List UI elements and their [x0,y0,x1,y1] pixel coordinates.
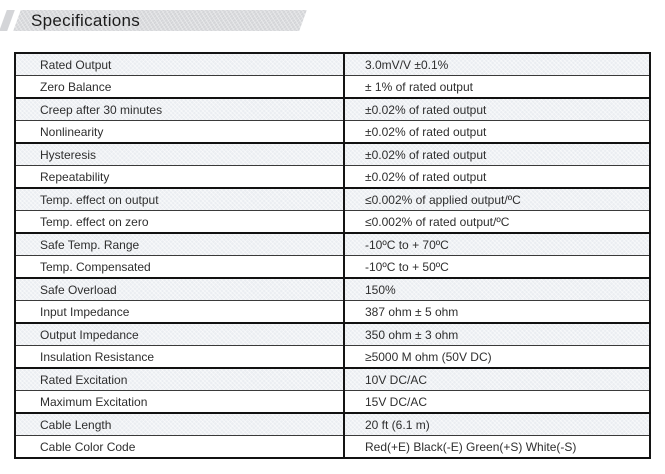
table-row: Cable Color Code Red(+E) Black(-E) Green… [15,435,650,458]
table-row: Rated Output 3.0mV/V ±0.1% [15,53,650,76]
spec-value-cell: ≥5000 M ohm (50V DC) [343,345,650,368]
table-row: Temp. effect on output ≤0.002% of applie… [15,188,650,211]
spec-label-cell: Rated Output [15,53,344,76]
banner-accent-sliver [0,10,15,31]
spec-label-cell: Cable Color Code [40,439,136,454]
spec-value-cell: ≤0.002% of applied output/ºC [343,188,650,211]
table-row: Rated Excitation 10V DC/AC [15,368,650,391]
table-row: Temp. Compensated -10ºC to + 50ºC [15,255,650,278]
table-row: Maximum Excitation 15V DC/AC [15,390,650,413]
spec-label-cell: Safe Overload [15,278,344,301]
spec-label-cell: Output Impedance [15,323,344,346]
spec-label-cell: Temp. effect on output [15,188,344,211]
spec-value-cell: 387 ohm ± 5 ohm [343,300,650,323]
spec-value-cell: 10V DC/AC [343,368,650,391]
spec-label-cell: Cable Length [15,413,344,436]
spec-value-cell: 3.0mV/V ±0.1% [343,53,650,76]
table-row: Safe Overload 150% [15,278,650,301]
specifications-table-body: Rated Output 3.0mV/V ±0.1% Zero Balance … [15,53,650,458]
spec-value-cell: ±0.02% of rated output [343,120,650,143]
spec-value-cell: 15V DC/AC [343,390,650,413]
spec-label-cell: Temp. Compensated [40,259,151,274]
spec-label-cell: Repeatability [40,169,110,184]
spec-label-cell: Temp. effect on zero [40,214,149,229]
spec-label-cell: Hysteresis [15,143,344,166]
spec-value-cell: -10ºC to + 50ºC [343,255,650,278]
spec-value-cell: 20 ft (6.1 m) [343,413,650,436]
table-row: Hysteresis ±0.02% of rated output [15,143,650,166]
table-row: Insulation Resistance ≥5000 M ohm (50V D… [15,345,650,368]
spec-label-cell: Insulation Resistance [40,349,155,364]
spec-label-cell: Creep after 30 minutes [15,98,344,121]
spec-value-cell: ±0.02% of rated output [343,165,650,188]
table-row: Safe Temp. Range -10ºC to + 70ºC [15,233,650,256]
table-row: Creep after 30 minutes ±0.02% of rated o… [15,98,650,121]
table-row: Zero Balance ± 1% of rated output [15,75,650,98]
section-banner: Specifications [13,10,307,31]
spec-value-cell: ± 1% of rated output [343,75,650,98]
spec-value-cell: ±0.02% of rated output [343,98,650,121]
table-row: Nonlinearity ±0.02% of rated output [15,120,650,143]
spec-value-cell: ≤0.002% of rated output/ºC [343,210,650,233]
spec-value-cell: ±0.02% of rated output [343,143,650,166]
table-row: Repeatability ±0.02% of rated output [15,165,650,188]
spec-label-cell: Maximum Excitation [40,394,148,409]
spec-value-cell: -10ºC to + 70ºC [343,233,650,256]
spec-value-cell: 350 ohm ± 3 ohm [343,323,650,346]
spec-value-cell: Red(+E) Black(-E) Green(+S) White(-S) [343,435,650,458]
spec-label-cell: Zero Balance [40,79,112,94]
spec-label-cell: Rated Excitation [15,368,344,391]
spec-label-cell: Safe Temp. Range [15,233,344,256]
table-row: Output Impedance 350 ohm ± 3 ohm [15,323,650,346]
specifications-table: Rated Output 3.0mV/V ±0.1% Zero Balance … [14,52,651,459]
table-row: Input Impedance 387 ohm ± 5 ohm [15,300,650,323]
page-title: Specifications [31,11,141,30]
table-row: Temp. effect on zero ≤0.002% of rated ou… [15,210,650,233]
spec-label-cell: Input Impedance [40,304,130,319]
spec-value-cell: 150% [343,278,650,301]
table-row: Cable Length 20 ft (6.1 m) [15,413,650,436]
spec-label-cell: Nonlinearity [40,124,104,139]
